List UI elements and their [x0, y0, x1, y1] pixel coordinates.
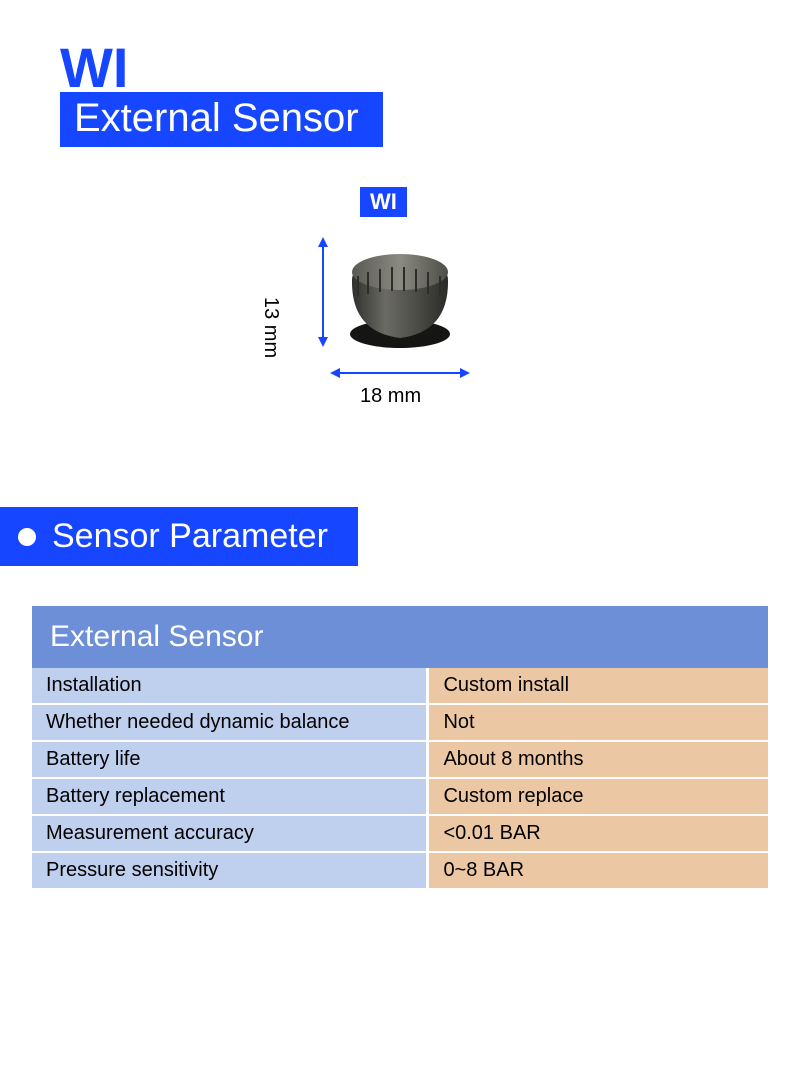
table-row: Whether needed dynamic balanceNot — [32, 703, 768, 740]
table-title: External Sensor — [32, 606, 768, 668]
dimension-diagram: WI — [0, 187, 800, 467]
param-label: Pressure sensitivity — [32, 851, 429, 888]
width-label: 18 mm — [360, 385, 421, 408]
param-value: 0~8 BAR — [429, 851, 768, 888]
height-arrow-icon — [315, 237, 331, 347]
parameter-table: External Sensor InstallationCustom insta… — [30, 606, 770, 888]
param-label: Installation — [32, 668, 429, 703]
sensor-icon — [340, 242, 460, 352]
table-row: Battery lifeAbout 8 months — [32, 740, 768, 777]
param-label: Battery life — [32, 740, 429, 777]
width-arrow-icon — [330, 365, 470, 381]
section-title: Sensor Parameter — [52, 517, 328, 556]
param-value: Custom replace — [429, 777, 768, 814]
param-value: Not — [429, 703, 768, 740]
param-value: <0.01 BAR — [429, 814, 768, 851]
section-title-bar: Sensor Parameter — [0, 507, 358, 566]
param-label: Battery replacement — [32, 777, 429, 814]
wi-badge: WI — [360, 187, 407, 217]
param-value: Custom install — [429, 668, 768, 703]
param-label: Measurement accuracy — [32, 814, 429, 851]
bullet-icon — [18, 528, 36, 546]
param-label: Whether needed dynamic balance — [32, 703, 429, 740]
table-row: InstallationCustom install — [32, 668, 768, 703]
param-value: About 8 months — [429, 740, 768, 777]
subtitle-bar: External Sensor — [60, 92, 383, 147]
table-row: Measurement accuracy<0.01 BAR — [32, 814, 768, 851]
header: WI External Sensor — [0, 0, 800, 147]
wi-large: WI — [60, 40, 800, 96]
table-row: Battery replacementCustom replace — [32, 777, 768, 814]
height-label: 13 mm — [259, 297, 282, 358]
table-row: Pressure sensitivity0~8 BAR — [32, 851, 768, 888]
